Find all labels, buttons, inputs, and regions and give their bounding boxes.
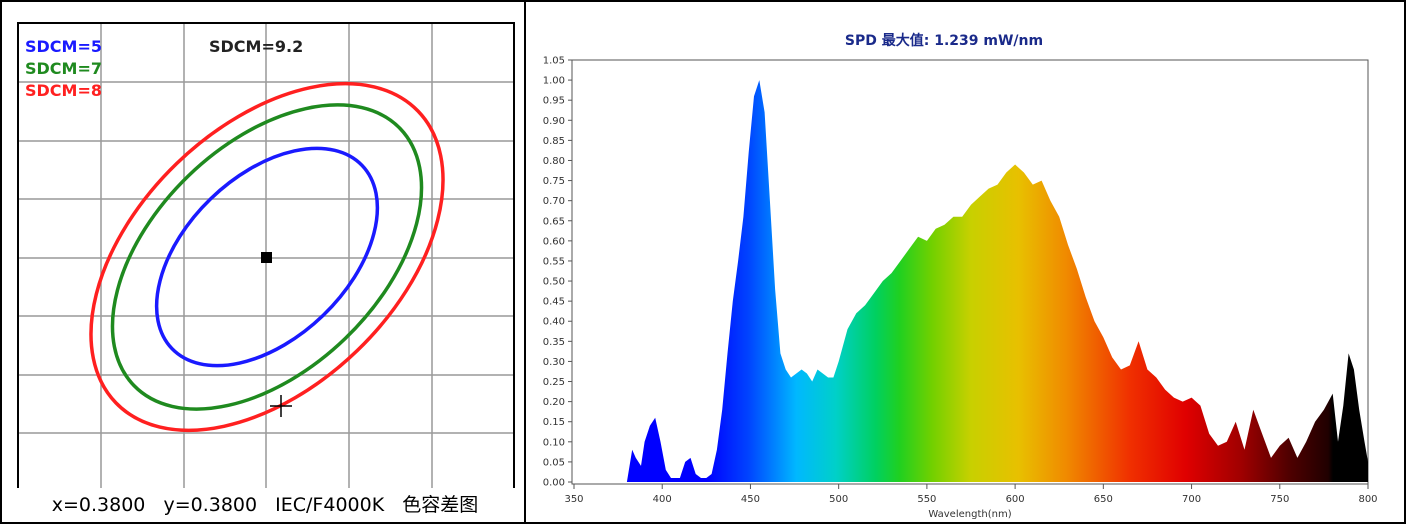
y-tick-label: 0.85 <box>543 136 565 147</box>
caption-standard: IEC/F4000K <box>275 494 385 516</box>
y-tick-label: 0.75 <box>543 176 565 187</box>
y-tick-label: 1.00 <box>543 76 565 87</box>
sdcm-value-label: SDCM=9.2 <box>209 37 303 56</box>
y-tick-label: 0.20 <box>543 397 565 408</box>
sdcm-7-ellipse <box>110 103 424 411</box>
y-tick-label: 0.45 <box>543 297 565 308</box>
y-tick-label: 0.25 <box>543 377 565 388</box>
legend-sdcm8: SDCM=8 <box>25 81 102 100</box>
y-tick-label: 0.95 <box>543 96 565 107</box>
sdcm-5-ellipse <box>154 146 380 368</box>
y-tick-label: 0.00 <box>543 478 565 489</box>
y-tick-label: 1.05 <box>543 56 565 67</box>
caption-title: 色容差图 <box>402 494 479 516</box>
y-tick-label: 0.40 <box>543 317 565 328</box>
x-tick-label: 600 <box>1006 494 1025 505</box>
y-tick-label: 0.65 <box>543 216 565 227</box>
x-axis-label: Wavelength(nm) <box>928 509 1011 520</box>
x-tick-label: 350 <box>564 494 583 505</box>
y-tick-label: 0.15 <box>543 417 565 428</box>
sdcm-8-ellipse <box>89 81 445 433</box>
y-tick-label: 0.30 <box>543 357 565 368</box>
x-tick-label: 800 <box>1358 494 1377 505</box>
x-tick-label: 500 <box>829 494 848 505</box>
x-tick-label: 750 <box>1270 494 1289 505</box>
spd-chart: SPD 最大值: 1.239 mW/nm 0.00 0.05 0.10 0.15 0.2… <box>543 32 1378 520</box>
caption-y: y=0.3800 <box>163 494 258 516</box>
y-tick-label: 0.05 <box>543 457 565 468</box>
chromaticity-panel: SDCM=5 SDCM=7 SDCM=8 SDCM=9.2 x=0.3800 y… <box>0 0 526 524</box>
chart-title: SPD 最大值: 1.239 mW/nm <box>845 32 1043 49</box>
y-tick-label: 0.55 <box>543 256 565 267</box>
x-tick-label: 550 <box>917 494 936 505</box>
x-tick-label: 400 <box>653 494 672 505</box>
y-tick-label: 0.70 <box>543 196 565 207</box>
y-tick-label: 0.35 <box>543 337 565 348</box>
spd-panel: SPD 最大值: 1.239 mW/nm 0.00 0.05 0.10 0.15 0.2… <box>526 0 1406 524</box>
x-tick-label: 450 <box>741 494 760 505</box>
y-axis: 0.00 0.05 0.10 0.15 0.20 0.25 0.30 0.35 0.40 0.45… <box>543 56 572 489</box>
chromaticity-plot: SDCM=5 SDCM=7 SDCM=8 SDCM=9.2 <box>17 22 515 488</box>
target-point-marker <box>261 252 272 263</box>
x-tick-label: 650 <box>1094 494 1113 505</box>
y-tick-label: 0.90 <box>543 116 565 127</box>
legend-sdcm5: SDCM=5 <box>25 37 102 56</box>
spd-area-series <box>574 80 1368 482</box>
legend-sdcm7: SDCM=7 <box>25 59 102 78</box>
caption-x: x=0.3800 <box>51 494 146 516</box>
y-tick-label: 0.60 <box>543 236 565 247</box>
x-axis: 350 400 450 500 550 600 650 700 750 800 <box>564 484 1378 505</box>
y-tick-label: 0.80 <box>543 156 565 167</box>
chromaticity-caption: x=0.3800 y=0.3800 IEC/F4000K 色容差图 <box>2 490 528 517</box>
x-tick-label: 700 <box>1182 494 1201 505</box>
y-tick-label: 0.50 <box>543 277 565 288</box>
y-tick-label: 0.10 <box>543 437 565 448</box>
